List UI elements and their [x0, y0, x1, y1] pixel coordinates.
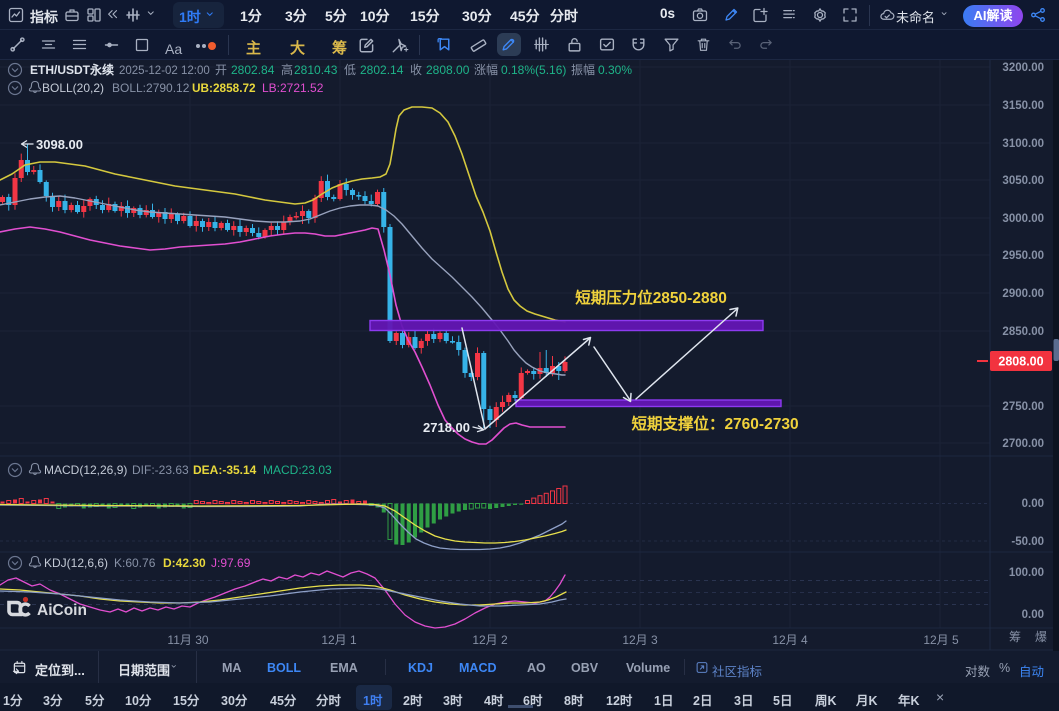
svg-text:收: 收	[410, 63, 422, 77]
svg-text:高: 高	[281, 62, 293, 77]
svg-text:MACD(12,26,9): MACD(12,26,9)	[44, 463, 127, 477]
svg-text:KDJ(12,6,6): KDJ(12,6,6)	[44, 556, 108, 570]
svg-text:12月 5: 12月 5	[923, 633, 959, 647]
svg-text:3000.00: 3000.00	[1002, 213, 1044, 225]
svg-text:2808.00: 2808.00	[426, 63, 470, 77]
svg-text:3200.00: 3200.00	[1002, 62, 1044, 74]
svg-text:D:42.30: D:42.30	[163, 556, 206, 570]
svg-text:2810.43: 2810.43	[294, 63, 338, 77]
svg-text:BOLL:2790.12: BOLL:2790.12	[112, 81, 190, 95]
svg-text:11月 30: 11月 30	[167, 633, 208, 647]
svg-text:涨幅: 涨幅	[474, 62, 498, 77]
svg-text:12月 1: 12月 1	[321, 633, 357, 647]
svg-text:2950.00: 2950.00	[1002, 250, 1044, 262]
svg-text:3050.00: 3050.00	[1002, 175, 1044, 187]
svg-text:低: 低	[344, 63, 356, 77]
svg-text:2750.00: 2750.00	[1002, 401, 1044, 413]
svg-text:J:97.69: J:97.69	[211, 556, 251, 570]
svg-text:2802.84: 2802.84	[231, 63, 275, 77]
svg-text:3150.00: 3150.00	[1002, 100, 1044, 112]
svg-text:开: 开	[215, 63, 227, 77]
svg-text:BOLL(20,2): BOLL(20,2)	[42, 81, 104, 95]
svg-text:K:60.76: K:60.76	[114, 556, 156, 570]
svg-text:100.00: 100.00	[1009, 567, 1044, 579]
svg-text:UB:2858.72: UB:2858.72	[192, 81, 256, 95]
svg-text:ETH/USDT永续: ETH/USDT永续	[30, 62, 114, 77]
svg-text:AiCoin: AiCoin	[37, 602, 87, 619]
svg-text:2718.00: 2718.00	[423, 420, 470, 435]
svg-text:3100.00: 3100.00	[1002, 138, 1044, 150]
svg-text:0.00: 0.00	[1022, 498, 1044, 510]
svg-text:0.30%: 0.30%	[598, 63, 632, 77]
svg-text:LB:2721.52: LB:2721.52	[262, 81, 324, 95]
svg-text:MACD:23.03: MACD:23.03	[263, 463, 332, 477]
svg-text:2900.00: 2900.00	[1002, 288, 1044, 300]
svg-text:振幅: 振幅	[571, 62, 595, 77]
svg-text:2850.00: 2850.00	[1002, 326, 1044, 338]
svg-text:0.00: 0.00	[1022, 609, 1044, 621]
svg-text:2808.00: 2808.00	[998, 355, 1043, 369]
svg-text:短期压力位2850-2880: 短期压力位2850-2880	[575, 288, 727, 307]
svg-text:DIF:-23.63: DIF:-23.63	[132, 463, 189, 477]
svg-text:12月 2: 12月 2	[472, 633, 508, 647]
svg-text:筹: 筹	[1009, 630, 1021, 644]
svg-text:爆: 爆	[1035, 630, 1047, 644]
svg-text:12月 4: 12月 4	[772, 633, 808, 647]
svg-text:0.18%(5.16): 0.18%(5.16)	[501, 63, 566, 77]
svg-text:2025-12-02 12:00: 2025-12-02 12:00	[119, 65, 210, 77]
svg-text:-50.00: -50.00	[1011, 536, 1044, 548]
svg-text:3098.00: 3098.00	[36, 137, 83, 152]
svg-text:12月 3: 12月 3	[622, 633, 658, 647]
svg-text:2802.14: 2802.14	[360, 63, 404, 77]
svg-text:短期支撑位：2760-2730: 短期支撑位：2760-2730	[631, 414, 798, 433]
svg-text:2700.00: 2700.00	[1002, 438, 1044, 450]
svg-text:DEA:-35.14: DEA:-35.14	[193, 463, 257, 477]
